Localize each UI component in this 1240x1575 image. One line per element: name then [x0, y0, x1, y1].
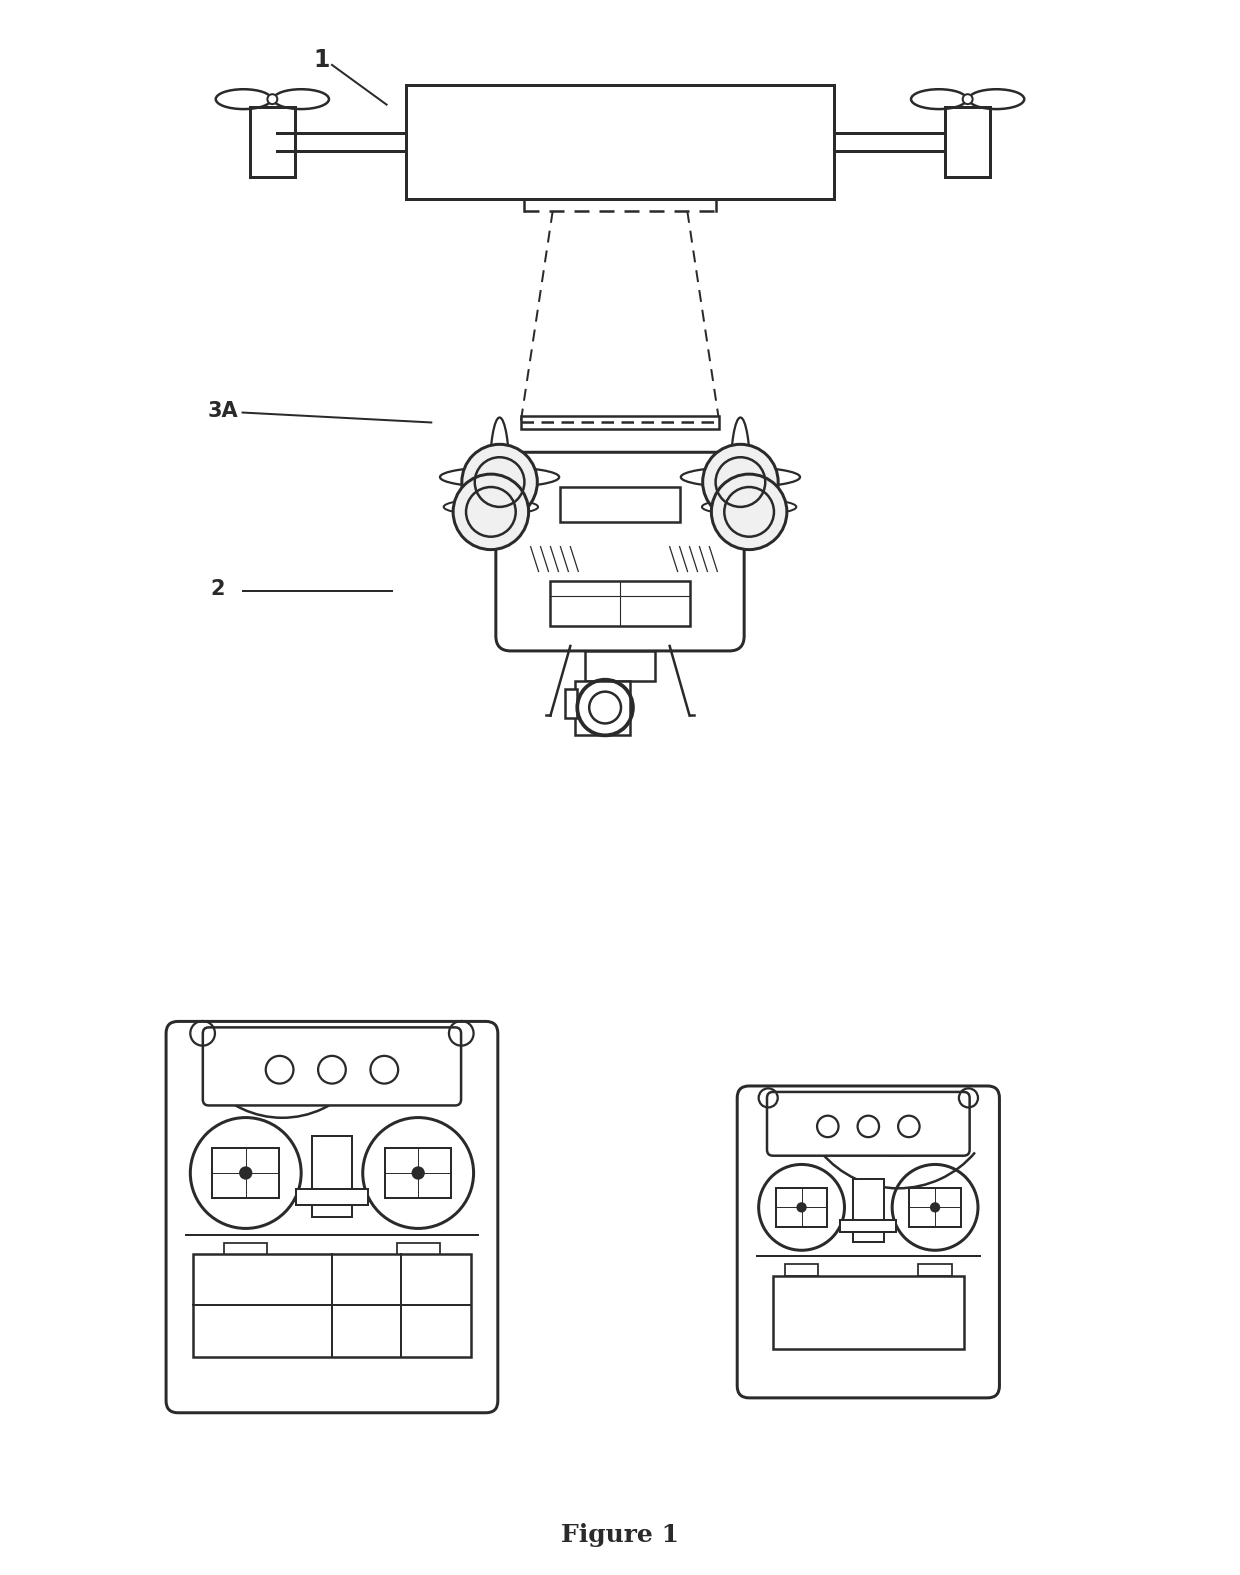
Bar — [212, 1148, 279, 1199]
Circle shape — [703, 444, 779, 520]
Bar — [585, 650, 655, 680]
FancyBboxPatch shape — [166, 1022, 497, 1413]
Circle shape — [712, 474, 787, 550]
Bar — [296, 1189, 368, 1205]
Bar — [250, 107, 295, 176]
Bar — [945, 107, 990, 176]
Circle shape — [268, 94, 278, 104]
Bar — [776, 1188, 827, 1227]
Bar — [909, 1188, 961, 1227]
Bar — [521, 416, 719, 430]
Bar — [853, 1178, 884, 1243]
Bar — [773, 1276, 963, 1348]
FancyBboxPatch shape — [203, 1027, 461, 1106]
Bar — [565, 688, 578, 718]
Bar — [919, 1265, 952, 1276]
Circle shape — [239, 1167, 253, 1180]
Text: 3A: 3A — [207, 400, 238, 421]
Bar — [384, 1148, 451, 1199]
Bar — [560, 487, 680, 521]
Bar — [407, 85, 833, 198]
Circle shape — [962, 94, 972, 104]
FancyBboxPatch shape — [738, 1087, 999, 1399]
Text: 1: 1 — [314, 47, 330, 72]
Circle shape — [461, 444, 537, 520]
Bar — [224, 1243, 268, 1258]
Bar — [551, 581, 689, 627]
Circle shape — [453, 474, 528, 550]
Bar — [312, 1136, 352, 1217]
Bar — [193, 1254, 470, 1356]
Bar — [575, 680, 630, 736]
Circle shape — [412, 1167, 425, 1180]
FancyBboxPatch shape — [496, 452, 744, 650]
Bar — [785, 1265, 818, 1276]
Bar — [397, 1243, 440, 1258]
Bar — [841, 1219, 897, 1232]
Text: 2: 2 — [211, 580, 224, 600]
Circle shape — [930, 1202, 940, 1213]
Text: Figure 1: Figure 1 — [560, 1523, 680, 1547]
Circle shape — [796, 1202, 807, 1213]
FancyBboxPatch shape — [768, 1091, 970, 1156]
